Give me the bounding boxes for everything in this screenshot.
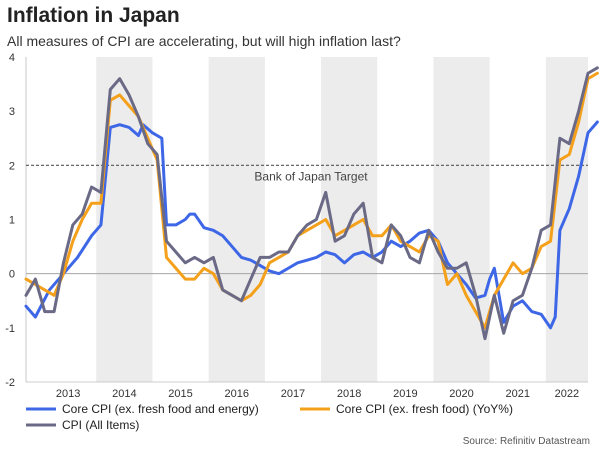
shade-year-2020 xyxy=(433,57,490,382)
legend-label: Core CPI (ex. fresh food and energy) xyxy=(62,402,259,416)
x-tick-label: 2015 xyxy=(168,388,192,400)
x-axis-ticks: 2013 2014 2015 2016 2017 2018 2019 2020 2021 2022 xyxy=(56,388,579,400)
series-lines xyxy=(24,66,599,341)
y-tick-label: 0 xyxy=(9,269,15,281)
x-tick-label: 2020 xyxy=(449,388,473,400)
boj-target-label: Bank of Japan Target xyxy=(254,169,368,183)
chart-subtitle: All measures of CPI are accelerating, bu… xyxy=(7,33,401,49)
x-tick-label: 2016 xyxy=(225,388,249,400)
shade-year-2014 xyxy=(96,57,153,382)
y-axis-ticks: -2 -1 0 1 2 3 4 xyxy=(5,52,15,389)
x-tick-label: 2018 xyxy=(337,388,361,400)
y-tick-label: 1 xyxy=(9,215,15,227)
source-note: Source: Refinitiv Datastream xyxy=(463,436,590,447)
x-tick-label: 2014 xyxy=(112,388,136,400)
y-tick-label: -1 xyxy=(5,323,15,335)
shade-year-2016 xyxy=(208,57,265,382)
y-tick-label: 3 xyxy=(9,106,15,118)
legend-label: Core CPI (ex. fresh food) (YoY%) xyxy=(336,402,513,416)
x-tick-label: 2013 xyxy=(56,388,80,400)
cpi-all-items-line xyxy=(24,66,599,341)
reference-line-group: Bank of Japan Target xyxy=(26,164,588,183)
y-tick-label: -2 xyxy=(5,377,15,389)
year-shading xyxy=(96,57,588,382)
legend: Core CPI (ex. fresh food and energy) Core… xyxy=(26,402,513,432)
x-tick-label: 2021 xyxy=(506,388,530,400)
y-tick-label: 2 xyxy=(9,160,15,172)
chart-title: Inflation in Japan xyxy=(7,4,180,27)
core-cpi-ex-fresh-food-line xyxy=(24,71,599,330)
legend-label: CPI (All Items) xyxy=(62,418,139,432)
x-tick-label: 2017 xyxy=(281,388,305,400)
y-tick-label: 4 xyxy=(9,52,15,64)
x-tick-label: 2022 xyxy=(555,388,579,400)
x-tick-label: 2019 xyxy=(393,388,417,400)
